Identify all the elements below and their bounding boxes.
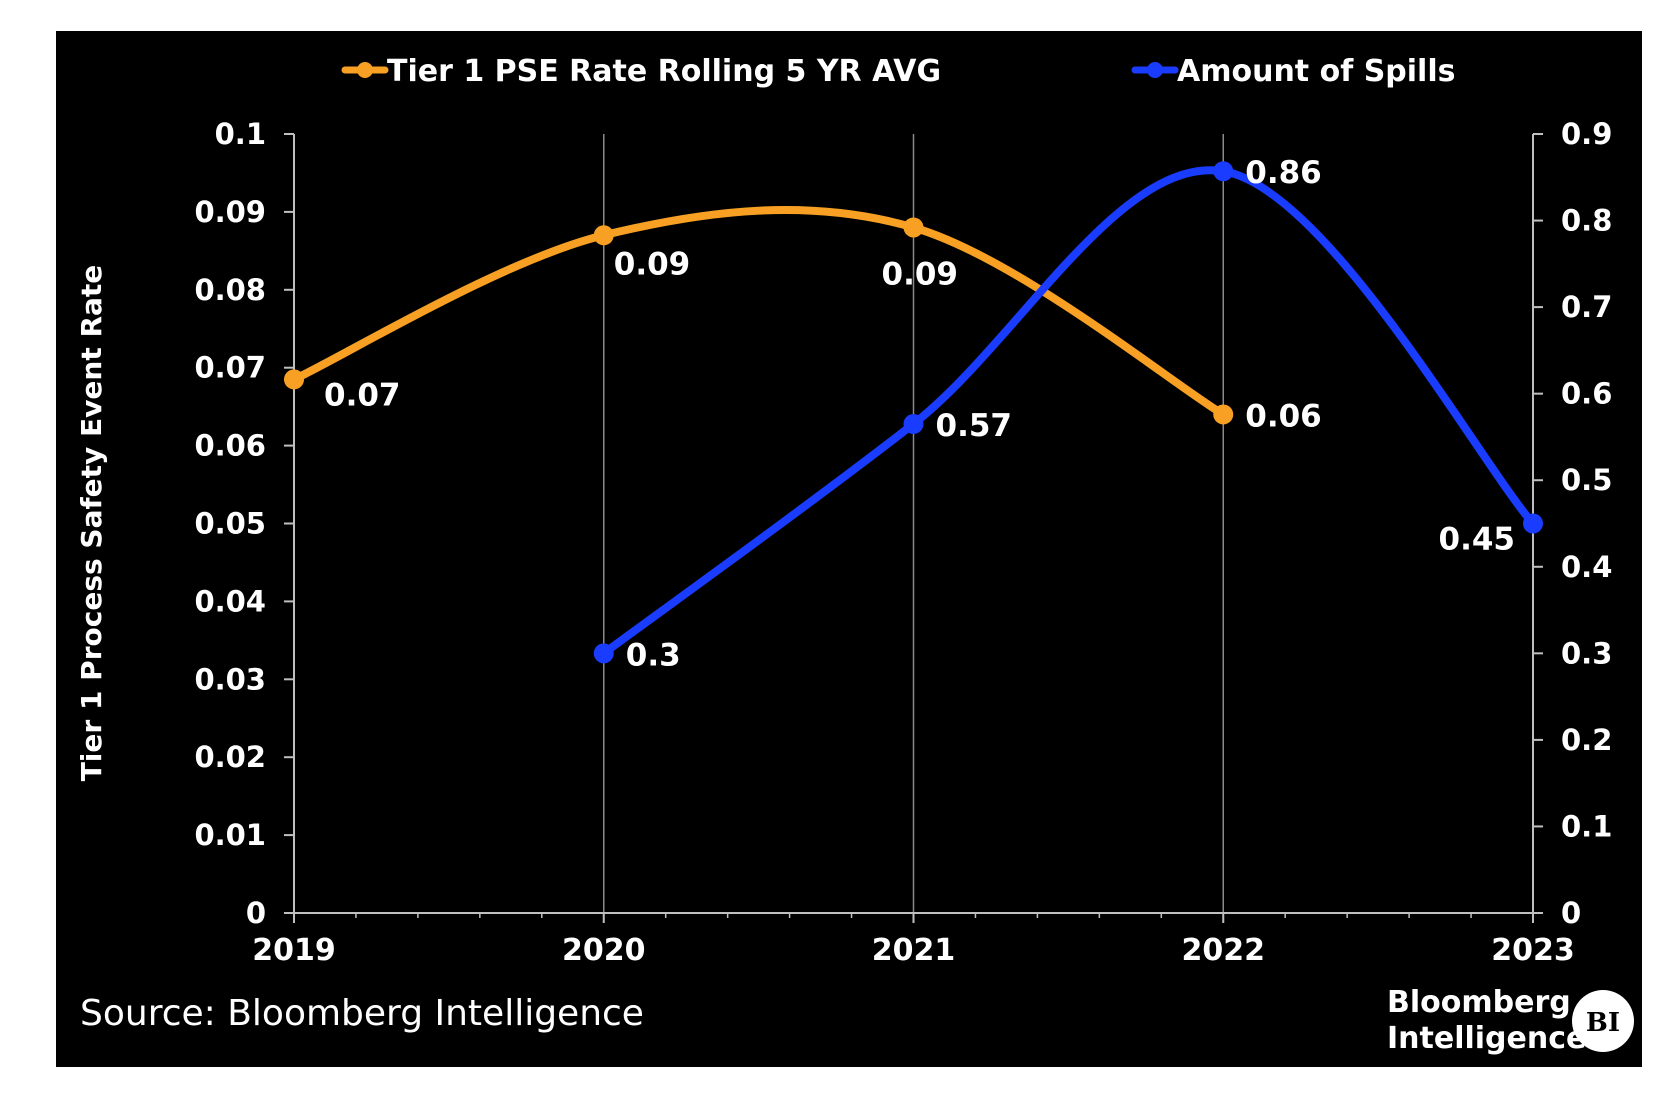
right-tick-label: 0.4 bbox=[1561, 550, 1612, 584]
legend-item-pse: Tier 1 PSE Rate Rolling 5 YR AVG bbox=[341, 54, 941, 89]
x-tick-label: 2020 bbox=[562, 933, 646, 968]
left-tick-label: 0.06 bbox=[194, 429, 266, 463]
x-axis-ticks: 2019 2020 2021 2022 2023 bbox=[252, 913, 1575, 968]
series-line-pse bbox=[290, 206, 1228, 419]
legend-marker-spills bbox=[1147, 62, 1163, 78]
data-point-spills bbox=[1213, 161, 1234, 182]
data-labels: 0.07 0.09 0.09 0.06 0.3 0.57 0.86 0.45 bbox=[324, 155, 1515, 673]
x-tick-label: 2019 bbox=[252, 933, 336, 968]
data-point-pse bbox=[903, 217, 924, 238]
left-tick-label: 0.1 bbox=[215, 117, 266, 151]
legend: Tier 1 PSE Rate Rolling 5 YR AVG Amount … bbox=[341, 54, 1455, 89]
data-point-pse bbox=[593, 225, 614, 246]
x-tick-label: 2022 bbox=[1182, 933, 1266, 968]
right-tick-label: 0.2 bbox=[1561, 723, 1612, 757]
data-label-spills: 0.3 bbox=[626, 637, 681, 673]
left-tick-label: 0.04 bbox=[194, 584, 266, 618]
data-label-pse: 0.07 bbox=[324, 377, 401, 413]
data-point-spills bbox=[903, 413, 924, 434]
legend-marker-pse bbox=[357, 62, 373, 78]
data-point-pse bbox=[1213, 404, 1234, 425]
left-tick-label: 0.08 bbox=[194, 273, 266, 307]
brand-badge bbox=[1572, 990, 1634, 1052]
data-label-pse: 0.09 bbox=[882, 256, 959, 292]
left-tick-label: 0.07 bbox=[194, 351, 266, 385]
left-tick-label: 0.02 bbox=[194, 740, 266, 774]
right-tick-label: 0 bbox=[1561, 896, 1581, 930]
source-note: Source: Bloomberg Intelligence bbox=[80, 993, 644, 1034]
data-label-spills: 0.86 bbox=[1245, 155, 1322, 191]
data-point-spills bbox=[1523, 513, 1543, 534]
brand-line-1: Bloomberg bbox=[1387, 985, 1571, 1020]
data-point-spills bbox=[593, 643, 614, 664]
data-label-spills: 0.45 bbox=[1439, 522, 1516, 558]
right-axis-ticks: 0 0.1 0.2 0.3 0.4 0.5 0.6 0.7 0.8 0.9 bbox=[1533, 117, 1612, 930]
data-label-pse: 0.09 bbox=[614, 246, 691, 282]
right-tick-label: 0.5 bbox=[1561, 463, 1612, 497]
x-tick-label: 2023 bbox=[1491, 933, 1575, 968]
right-tick-label: 0.8 bbox=[1561, 204, 1612, 238]
right-tick-label: 0.9 bbox=[1561, 117, 1612, 151]
data-label-pse: 0.06 bbox=[1245, 398, 1322, 434]
left-tick-label: 0.09 bbox=[194, 195, 266, 229]
x-tick-label: 2021 bbox=[872, 933, 956, 968]
brand-badge-text: BI bbox=[1586, 1008, 1620, 1038]
data-point-pse bbox=[284, 369, 304, 390]
brand-line-2: Intelligence bbox=[1387, 1021, 1586, 1056]
right-tick-label: 0.7 bbox=[1561, 290, 1612, 324]
data-label-spills: 0.57 bbox=[936, 408, 1013, 444]
right-tick-label: 0.6 bbox=[1561, 377, 1612, 411]
left-axis-ticks: 0 0.01 0.02 0.03 0.04 0.05 0.06 0.07 0.08 0.09 0.1 bbox=[194, 117, 294, 930]
brand-logo: Bloomberg Intelligence BI bbox=[1387, 985, 1634, 1056]
right-tick-label: 0.3 bbox=[1561, 636, 1612, 670]
chart-frame bbox=[56, 31, 1642, 1067]
left-tick-label: 0.03 bbox=[194, 662, 266, 696]
y-axis-label: Tier 1 Process Safety Event Rate bbox=[75, 265, 108, 782]
series-layer bbox=[284, 161, 1543, 664]
legend-label-pse: Tier 1 PSE Rate Rolling 5 YR AVG bbox=[387, 54, 941, 89]
legend-label-spills: Amount of Spills bbox=[1177, 54, 1455, 89]
legend-item-spills: Amount of Spills bbox=[1131, 54, 1455, 89]
series-line-spills bbox=[599, 166, 1537, 658]
gridlines bbox=[603, 134, 1224, 913]
right-tick-label: 0.1 bbox=[1561, 809, 1612, 843]
left-tick-label: 0.05 bbox=[194, 507, 266, 541]
left-tick-label: 0 bbox=[246, 896, 266, 930]
left-tick-label: 0.01 bbox=[194, 818, 266, 852]
